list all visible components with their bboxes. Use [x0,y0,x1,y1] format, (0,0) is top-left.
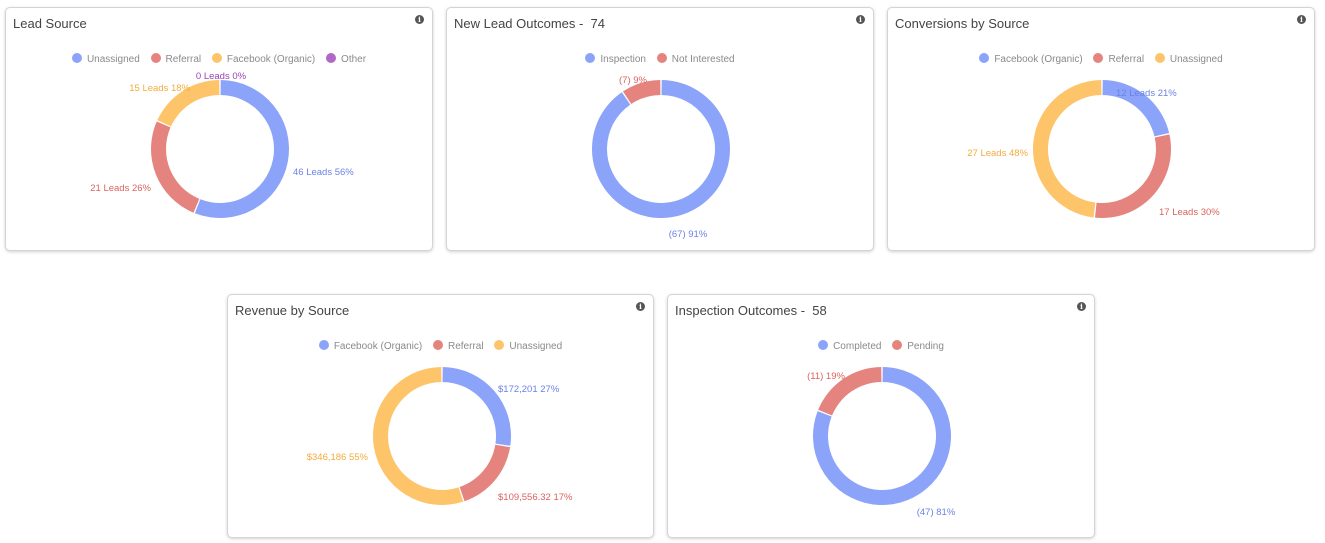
legend-item-referral[interactable]: Referral [1093,53,1144,65]
legend-item-referral[interactable]: Referral [432,340,484,352]
donut-slice-unassigned[interactable] [1032,80,1102,218]
legend-item-unassigned[interactable]: Unassigned [494,340,562,352]
legend-dot [979,53,990,63]
donut-chart: 46 Leads 56% 21 Leads 26% 15 Leads 18% 0… [90,71,354,218]
legend-dot [211,53,222,63]
donut-slice-facebook-organic[interactable] [1102,80,1170,137]
data-label-facebook-organic: 15 Leads 18% [129,83,190,94]
data-label-facebook-organic: 12 Leads 21% [1116,88,1177,99]
legend-dot [494,340,505,350]
legend-dot [1154,53,1165,63]
donut-chart: (67) 91% (7) 9% [592,75,731,240]
chart-title: Inspection Outcomes - 58 [675,303,827,318]
donut-chart: $172,201 27% $109,556.32 17% $346,186 55… [307,367,573,505]
legend-item-pending[interactable]: Pending [892,340,944,352]
legend-dot [656,53,667,63]
chart-card-new-lead-outcomes: New Lead Outcomes - 74 i Inspection Not … [446,7,874,251]
legend-dot [585,53,596,63]
legend-dot [432,340,443,350]
chart-card-conversions-by-source: Conversions by Source i Facebook (Organi… [887,7,1315,251]
legend-item-referral[interactable]: Referral [150,53,202,65]
legend-item-unassigned[interactable]: Unassigned [71,53,140,65]
legend-dot [71,53,82,63]
donut-slice-unassigned[interactable] [373,367,464,505]
info-icon[interactable]: i [636,302,645,311]
donut-slice-referral[interactable] [459,444,511,502]
data-label-completed: (47) 81% [917,507,956,518]
info-icon[interactable]: i [415,15,424,24]
chart-legend: Unassigned Referral Facebook (Organic) O… [6,53,432,65]
data-label-referral: $109,556.32 17% [498,492,573,503]
legend-item-facebook-organic[interactable]: Facebook (Organic) [211,53,316,65]
legend-item-other[interactable]: Other [326,53,366,65]
legend-dot [150,53,161,63]
donut-slice-referral[interactable] [1094,134,1172,218]
info-icon[interactable]: i [1077,302,1086,311]
legend-dot [326,53,337,63]
legend-label: Not Interested [671,54,735,65]
legend-item-not-interested[interactable]: Not Interested [656,53,735,65]
data-label-facebook-organic: $172,201 27% [498,384,560,395]
legend-label: Unassigned [509,341,563,352]
donut-slice-not-interested[interactable] [622,80,661,104]
legend-label: Referral [165,54,202,65]
info-icon[interactable]: i [856,15,865,24]
donut-slice-referral[interactable] [151,121,200,213]
donut-chart: 12 Leads 21% 17 Leads 30% 27 Leads 48% [967,80,1220,218]
chart-legend: Completed Pending [668,340,1094,352]
data-label-unassigned: $346,186 55% [307,452,369,463]
legend-label: Other [341,54,367,65]
data-label-referral: 21 Leads 26% [90,183,151,194]
chart-title: Conversions by Source [895,16,1030,31]
legend-label: Facebook (Organic) [994,54,1083,65]
chart-card-revenue-by-source: Revenue by Source i Facebook (Organic) R… [227,294,654,538]
legend-dot [892,340,903,350]
chart-card-inspection-outcomes: Inspection Outcomes - 58 i Completed Pen… [667,294,1095,538]
donut-slice-facebook-organic[interactable] [442,367,512,446]
legend-label: Pending [907,341,944,352]
chart-legend: Inspection Not Interested [447,53,873,65]
legend-label: Referral [1108,54,1145,65]
legend-label: Unassigned [86,54,140,65]
legend-item-inspection[interactable]: Inspection [585,53,646,65]
chart-legend: Facebook (Organic) Referral Unassigned [888,53,1314,65]
chart-title: New Lead Outcomes - 74 [454,16,606,31]
chart-title: Revenue by Source [235,303,350,318]
data-label-other: 0 Leads 0% [196,71,247,82]
legend-label: Inspection [600,54,646,65]
donut-slice-facebook-organic[interactable] [157,80,220,127]
donut-slice-inspection[interactable] [592,80,731,218]
data-label-pending: (11) 19% [807,371,845,382]
data-label-referral: 17 Leads 30% [1159,207,1220,218]
data-label-inspection: (67) 91% [669,229,708,240]
legend-label: Referral [447,341,484,352]
chart-card-lead-source: Lead Source i Unassigned Referral Facebo… [5,7,433,251]
legend-item-unassigned[interactable]: Unassigned [1154,53,1223,65]
chart-title: Lead Source [13,16,87,31]
legend-dot [318,340,329,350]
data-label-not-interested: (7) 9% [619,75,648,86]
legend-dot [1093,53,1104,63]
legend-label: Unassigned [1169,54,1223,65]
data-label-unassigned: 46 Leads 56% [293,167,354,178]
donut-chart: (47) 81% (11) 19% [807,367,956,518]
data-label-unassigned: 27 Leads 48% [967,148,1028,159]
donut-slice-unassigned[interactable] [194,80,290,218]
legend-item-facebook-organic[interactable]: Facebook (Organic) [318,340,423,352]
donut-slice-pending[interactable] [818,367,882,416]
legend-item-facebook-organic[interactable]: Facebook (Organic) [979,53,1083,65]
info-icon[interactable]: i [1297,15,1306,24]
legend-dot [818,340,829,350]
legend-item-completed[interactable]: Completed [818,340,881,352]
legend-label: Completed [833,341,882,352]
legend-label: Facebook (Organic) [226,54,316,65]
legend-label: Facebook (Organic) [333,341,423,352]
chart-legend: Facebook (Organic) Referral Unassigned [228,340,653,352]
